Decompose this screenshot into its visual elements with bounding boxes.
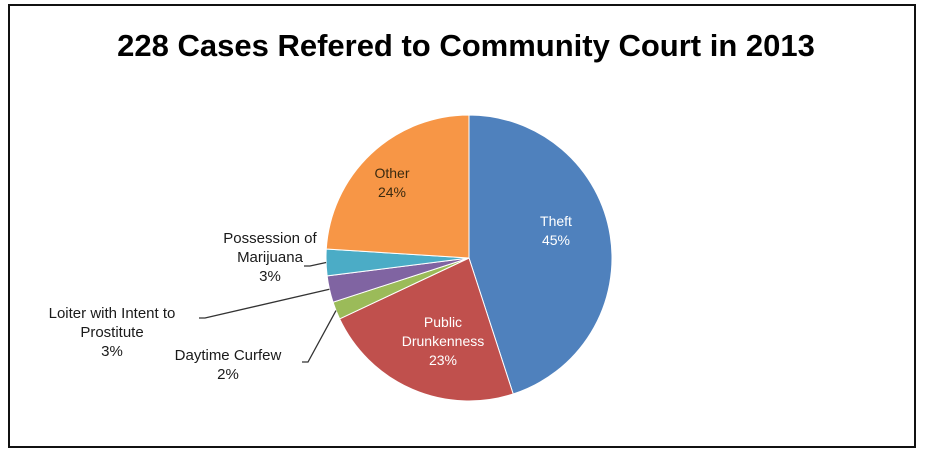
slice-labels: Theft 45% Public Drunkenness 23% Daytime Curf…: [49, 165, 572, 383]
leader-lines: [199, 261, 337, 363]
pie-slice-public-drunkenness: [338, 257, 514, 402]
slice-label-1: Public Drunkenness 23%: [402, 314, 485, 368]
leader-line-3: [199, 288, 330, 319]
chart-border: [8, 4, 916, 448]
chart-title: 228 Cases Refered to Community Court in …: [117, 28, 815, 63]
slice-label-3: Loiter with Intent to Prostitute 3%: [49, 305, 176, 360]
pie-slice-theft: [468, 114, 613, 395]
slice-label-4: Possession of Marijuana 3%: [223, 230, 317, 285]
leader-line-4: [304, 261, 327, 267]
pie-slices: [325, 114, 613, 402]
leader-line-2: [302, 310, 337, 363]
pie-slice-other: [325, 114, 470, 259]
slice-label-2: Daytime Curfew 2%: [175, 347, 282, 383]
slice-label-0: Theft 45%: [540, 213, 572, 248]
slice-label-5: Other 24%: [374, 165, 409, 200]
